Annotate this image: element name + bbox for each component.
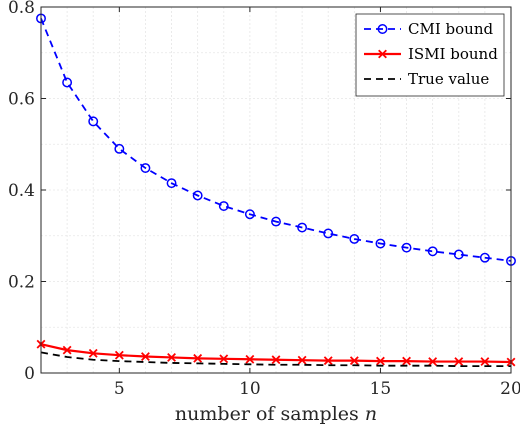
y-tick-label: 0.4 xyxy=(8,181,35,201)
series-true-value xyxy=(40,351,511,368)
legend-label: CMI bound xyxy=(408,20,493,38)
legend-label: ISMI bound xyxy=(408,45,498,63)
x-tick-label: 15 xyxy=(370,379,392,399)
data-point xyxy=(323,228,334,239)
data-point xyxy=(376,356,385,366)
x-tick-label: 5 xyxy=(114,379,125,399)
data-point xyxy=(323,356,333,366)
y-tick-label: 0 xyxy=(24,364,35,384)
data-point xyxy=(62,345,72,355)
data-point xyxy=(62,77,73,88)
data-point xyxy=(402,356,411,366)
data-point-stroke-b xyxy=(323,356,333,366)
data-point xyxy=(375,238,386,249)
data-point xyxy=(454,357,464,366)
data-point xyxy=(140,163,151,173)
data-point xyxy=(219,354,229,364)
y-tick-label: 0.8 xyxy=(8,0,35,18)
x-tick-label: 10 xyxy=(239,379,261,399)
series-ismi-bound xyxy=(36,339,516,367)
data-point xyxy=(297,222,308,233)
data-series xyxy=(36,13,516,368)
legend-marker xyxy=(378,49,387,59)
data-point xyxy=(480,357,490,366)
data-point-stroke-b xyxy=(167,353,176,362)
x-tick-label: 20 xyxy=(500,379,520,399)
series-line xyxy=(40,351,511,368)
data-point xyxy=(167,353,176,362)
data-point xyxy=(114,350,124,360)
legend: CMI bound ISMI bound True value xyxy=(355,13,505,97)
data-point-stroke-b xyxy=(402,356,411,366)
data-point xyxy=(271,216,281,227)
legend-item: CMI bound xyxy=(364,20,493,38)
data-point xyxy=(244,209,255,220)
legend-item: True value xyxy=(364,70,489,88)
data-point xyxy=(349,356,359,366)
data-point xyxy=(479,252,490,263)
data-point-stroke-b xyxy=(376,356,385,366)
series-line xyxy=(40,18,512,262)
data-point-stroke-b xyxy=(480,357,490,366)
legend-item: ISMI bound xyxy=(364,45,498,63)
x-axis-label: number of samples n xyxy=(175,403,377,425)
data-point xyxy=(401,242,412,253)
data-point xyxy=(192,190,203,201)
legend-marker xyxy=(377,24,388,34)
data-point xyxy=(428,357,438,366)
data-point xyxy=(271,355,281,365)
x-axis-label-variable: n xyxy=(365,403,377,425)
data-point xyxy=(453,249,464,260)
data-point-stroke-b xyxy=(428,357,438,366)
data-point xyxy=(88,116,99,127)
data-point-stroke-b xyxy=(219,354,229,364)
data-point-stroke-b xyxy=(297,355,307,365)
data-point-stroke-b xyxy=(349,356,359,366)
data-point-stroke-b xyxy=(193,353,203,363)
data-point xyxy=(349,234,360,244)
data-point xyxy=(114,143,125,154)
data-point xyxy=(297,355,307,365)
y-tick-label: 0.2 xyxy=(8,273,35,293)
legend-marker-stroke-b xyxy=(378,49,387,59)
data-point-stroke-b xyxy=(114,350,124,360)
data-point xyxy=(141,352,150,361)
data-point-stroke-b xyxy=(141,352,150,361)
data-point xyxy=(245,354,255,364)
data-point xyxy=(166,178,177,189)
data-point-stroke-b xyxy=(88,348,98,358)
data-point-stroke-b xyxy=(271,355,281,365)
data-point xyxy=(218,201,229,211)
data-point-stroke-b xyxy=(245,354,255,364)
data-point xyxy=(427,246,438,257)
legend-label: True value xyxy=(408,70,489,88)
data-point-stroke-b xyxy=(62,345,72,355)
data-point-stroke-b xyxy=(454,357,464,366)
y-tick-label: 0.6 xyxy=(8,90,35,110)
axis-ticks: 5 10 15 20 0 0.2 0.4 0.6 0.8 xyxy=(8,0,520,399)
data-point xyxy=(193,353,203,363)
data-point xyxy=(88,348,98,358)
x-axis-label-text: number of samples xyxy=(175,403,359,425)
